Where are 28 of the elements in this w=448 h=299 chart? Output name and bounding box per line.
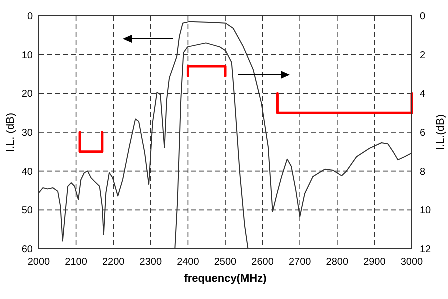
x-tick-label: 2600 <box>252 257 274 268</box>
x-tick-label: 2400 <box>177 257 200 268</box>
y2-tick-label: 4 <box>420 89 426 100</box>
y-tick-label: 10 <box>22 50 34 62</box>
y2-tick-label: 10 <box>420 206 432 217</box>
y2-tick-label: 12 <box>420 244 432 256</box>
x-tick-label: 2500 <box>214 257 238 268</box>
x-axis-title: frequency(MHz) <box>184 273 268 285</box>
y2-tick-label: 6 <box>420 128 426 139</box>
y-tick-label: 0 <box>27 12 34 22</box>
y2-axis-title: I.L.(dB) <box>434 114 447 151</box>
y-tick-label: 20 <box>22 89 34 100</box>
x-tick-label: 2100 <box>65 257 88 268</box>
x-tick-label: 2300 <box>140 257 162 268</box>
x-tick-label: 2800 <box>326 257 349 268</box>
y2-tick-label: 8 <box>420 166 426 178</box>
x-tick-label: 2200 <box>102 257 126 268</box>
x-tick-label: 2900 <box>364 257 386 268</box>
y-tick-label: 60 <box>22 244 34 256</box>
y-tick-label: 50 <box>22 206 34 217</box>
y-axis-title: I.L. (dB) <box>4 112 17 152</box>
x-tick-label: 3000 <box>400 257 424 268</box>
y2-tick-label: 2 <box>420 50 426 62</box>
y2-tick-label: 0 <box>420 12 426 22</box>
y-tick-label: 40 <box>22 166 34 178</box>
y-tick-label: 30 <box>22 128 34 139</box>
x-tick-label: 2700 <box>288 257 312 268</box>
x-tick-label: 2000 <box>28 257 51 268</box>
